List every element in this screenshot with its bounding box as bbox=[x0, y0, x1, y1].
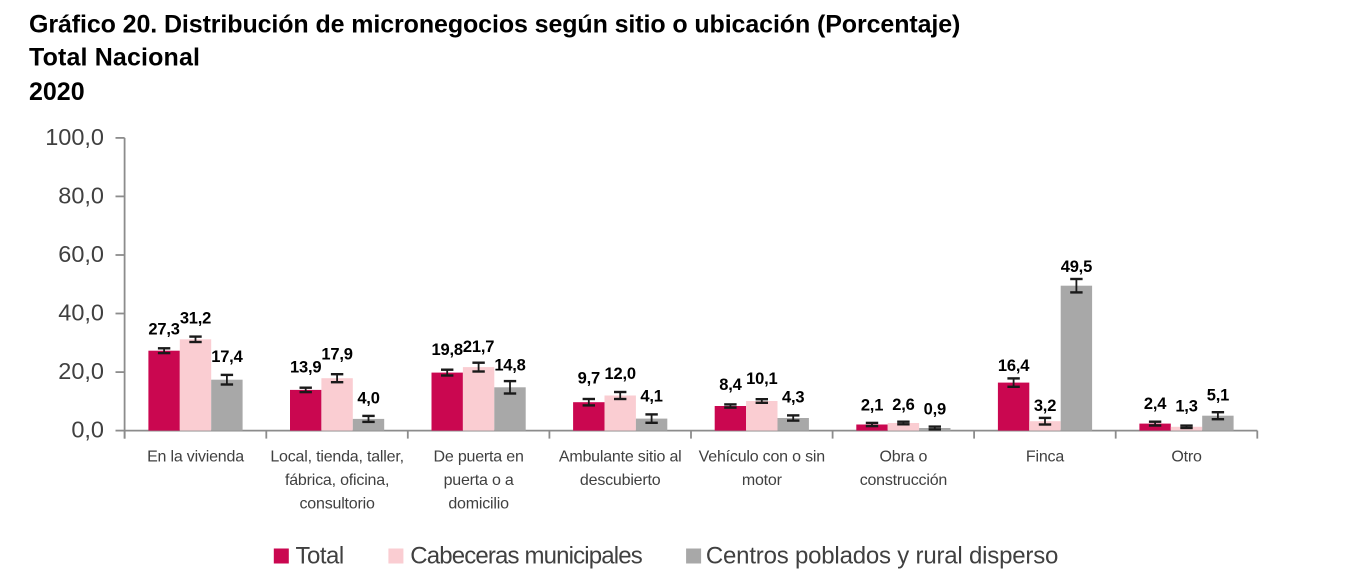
svg-text:2,4: 2,4 bbox=[1144, 395, 1167, 413]
svg-text:0,0: 0,0 bbox=[71, 417, 104, 443]
svg-text:4,3: 4,3 bbox=[782, 389, 804, 407]
svg-text:De puerta en: De puerta en bbox=[434, 449, 524, 466]
svg-text:2020: 2020 bbox=[29, 78, 85, 106]
svg-text:Obra o: Obra o bbox=[880, 449, 928, 466]
svg-text:2,1: 2,1 bbox=[861, 397, 883, 415]
svg-text:19,8: 19,8 bbox=[432, 341, 463, 359]
svg-text:Total: Total bbox=[296, 543, 344, 570]
svg-text:8,4: 8,4 bbox=[719, 376, 742, 394]
svg-text:14,8: 14,8 bbox=[494, 357, 525, 375]
svg-text:Otro: Otro bbox=[1171, 449, 1202, 466]
svg-text:fábrica, oficina,: fábrica, oficina, bbox=[285, 472, 389, 489]
svg-text:27,3: 27,3 bbox=[148, 321, 179, 339]
svg-text:Total Nacional: Total Nacional bbox=[29, 44, 200, 72]
svg-text:Gráfico 20. Distribución de mi: Gráfico 20. Distribución de micronegocio… bbox=[29, 10, 960, 38]
svg-text:2,6: 2,6 bbox=[892, 396, 914, 414]
svg-text:17,9: 17,9 bbox=[321, 346, 352, 364]
svg-text:4,0: 4,0 bbox=[357, 389, 379, 407]
svg-text:31,2: 31,2 bbox=[180, 309, 211, 327]
svg-text:domicilio: domicilio bbox=[448, 496, 509, 513]
svg-text:consultorio: consultorio bbox=[300, 496, 375, 513]
svg-text:13,9: 13,9 bbox=[290, 359, 321, 377]
svg-text:17,4: 17,4 bbox=[211, 348, 243, 366]
svg-text:60,0: 60,0 bbox=[58, 241, 104, 267]
svg-text:40,0: 40,0 bbox=[58, 300, 104, 326]
svg-text:12,0: 12,0 bbox=[605, 365, 636, 383]
svg-text:4,1: 4,1 bbox=[640, 388, 662, 406]
svg-text:motor: motor bbox=[742, 472, 783, 489]
svg-text:21,7: 21,7 bbox=[463, 338, 494, 356]
svg-text:20,0: 20,0 bbox=[58, 358, 104, 384]
svg-text:En la vivienda: En la vivienda bbox=[147, 449, 244, 466]
svg-text:3,2: 3,2 bbox=[1034, 397, 1056, 415]
svg-text:descubierto: descubierto bbox=[580, 472, 661, 489]
svg-text:puerta o a: puerta o a bbox=[444, 472, 514, 489]
svg-text:10,1: 10,1 bbox=[746, 370, 777, 388]
svg-text:Local, tienda, taller,: Local, tienda, taller, bbox=[270, 449, 403, 466]
svg-text:9,7: 9,7 bbox=[578, 370, 600, 388]
svg-text:Centros poblados y rural dispe: Centros poblados y rural disperso bbox=[706, 543, 1058, 570]
svg-text:49,5: 49,5 bbox=[1061, 258, 1092, 276]
svg-text:Vehículo con o sin: Vehículo con o sin bbox=[699, 449, 825, 466]
svg-text:Cabeceras municipales: Cabeceras municipales bbox=[410, 543, 642, 570]
svg-text:1,3: 1,3 bbox=[1175, 397, 1197, 415]
svg-text:0,9: 0,9 bbox=[924, 400, 946, 418]
svg-text:16,4: 16,4 bbox=[998, 357, 1030, 375]
svg-text:80,0: 80,0 bbox=[58, 182, 104, 208]
svg-text:5,1: 5,1 bbox=[1207, 386, 1229, 404]
svg-text:100,0: 100,0 bbox=[45, 124, 104, 150]
svg-text:construcción: construcción bbox=[860, 472, 947, 489]
svg-text:Ambulante sitio al: Ambulante sitio al bbox=[559, 449, 682, 466]
svg-text:Finca: Finca bbox=[1026, 449, 1064, 466]
